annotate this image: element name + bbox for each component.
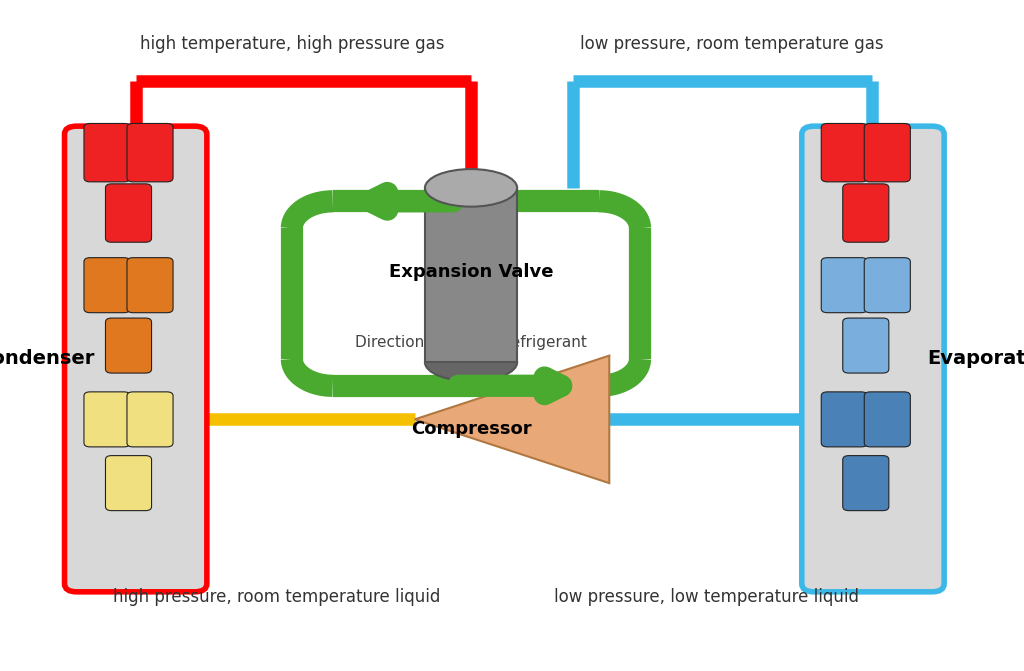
FancyBboxPatch shape xyxy=(821,258,867,313)
FancyBboxPatch shape xyxy=(802,126,944,592)
FancyBboxPatch shape xyxy=(821,392,867,447)
Text: low pressure, low temperature liquid: low pressure, low temperature liquid xyxy=(554,588,859,606)
FancyBboxPatch shape xyxy=(105,318,152,373)
Text: Compressor: Compressor xyxy=(411,421,531,438)
Text: Condenser: Condenser xyxy=(0,350,94,368)
Text: low pressure, room temperature gas: low pressure, room temperature gas xyxy=(581,35,884,52)
Bar xyxy=(425,188,517,362)
Text: Expansion Valve: Expansion Valve xyxy=(389,263,553,280)
FancyBboxPatch shape xyxy=(105,456,152,511)
FancyBboxPatch shape xyxy=(864,123,910,182)
FancyBboxPatch shape xyxy=(843,184,889,242)
FancyBboxPatch shape xyxy=(821,123,867,182)
FancyBboxPatch shape xyxy=(84,123,130,182)
FancyBboxPatch shape xyxy=(864,392,910,447)
FancyBboxPatch shape xyxy=(84,392,130,447)
Polygon shape xyxy=(415,356,609,483)
FancyBboxPatch shape xyxy=(864,258,910,313)
FancyBboxPatch shape xyxy=(127,392,173,447)
Ellipse shape xyxy=(425,169,517,207)
FancyBboxPatch shape xyxy=(105,184,152,242)
FancyBboxPatch shape xyxy=(843,318,889,373)
Text: Evaporator: Evaporator xyxy=(928,350,1024,368)
Text: high temperature, high pressure gas: high temperature, high pressure gas xyxy=(139,35,444,52)
FancyBboxPatch shape xyxy=(84,258,130,313)
Ellipse shape xyxy=(425,344,517,381)
Text: high pressure, room temperature liquid: high pressure, room temperature liquid xyxy=(113,588,440,606)
Text: Direction of flow of refrigerant: Direction of flow of refrigerant xyxy=(355,335,587,350)
FancyBboxPatch shape xyxy=(127,123,173,182)
FancyBboxPatch shape xyxy=(843,456,889,511)
FancyBboxPatch shape xyxy=(127,258,173,313)
FancyBboxPatch shape xyxy=(65,126,207,592)
